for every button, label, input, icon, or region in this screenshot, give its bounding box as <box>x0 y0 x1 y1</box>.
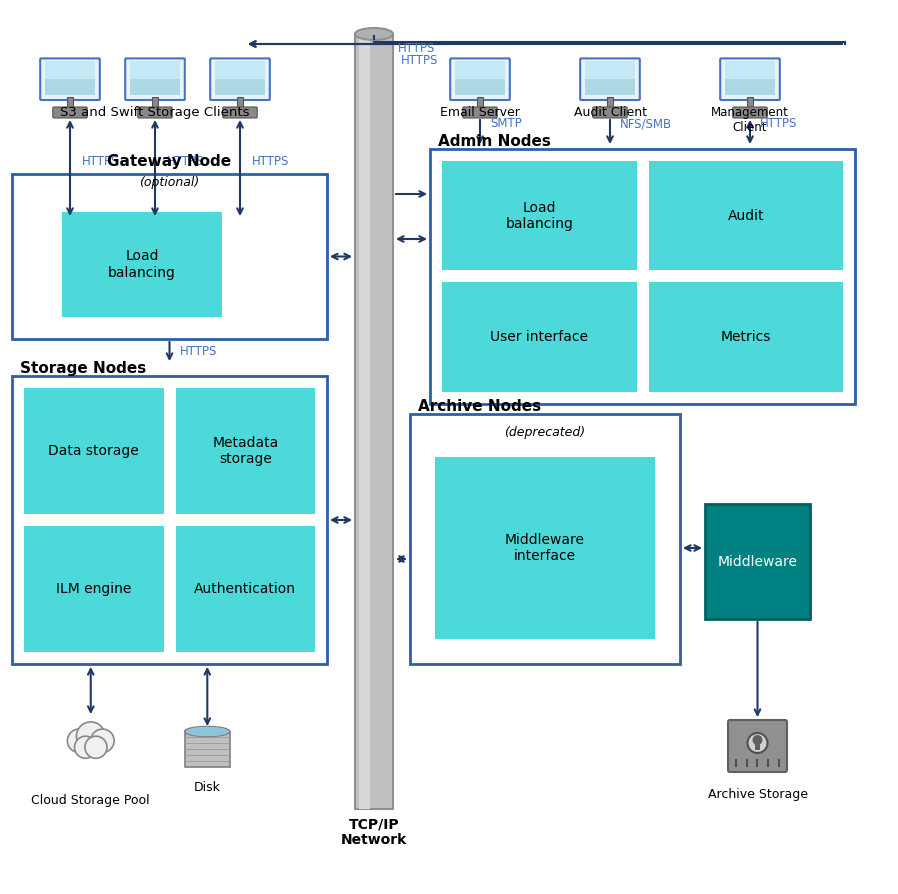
FancyBboxPatch shape <box>210 58 269 100</box>
FancyBboxPatch shape <box>585 63 635 95</box>
Text: S3 and Swift Storage Clients: S3 and Swift Storage Clients <box>60 106 250 119</box>
FancyBboxPatch shape <box>720 58 779 100</box>
FancyBboxPatch shape <box>175 526 315 652</box>
FancyBboxPatch shape <box>67 97 73 109</box>
Text: Email Server: Email Server <box>440 106 520 119</box>
Text: Archive Storage: Archive Storage <box>708 788 807 801</box>
Text: HTTPS: HTTPS <box>401 54 438 67</box>
Text: Middleware: Middleware <box>718 554 797 569</box>
Text: Gateway Node: Gateway Node <box>108 154 232 169</box>
Circle shape <box>753 735 762 745</box>
FancyBboxPatch shape <box>24 388 163 514</box>
Circle shape <box>75 736 97 758</box>
Text: Middleware
interface: Middleware interface <box>505 533 585 563</box>
FancyBboxPatch shape <box>137 107 172 118</box>
FancyBboxPatch shape <box>125 58 185 100</box>
Text: Cloud Storage Pool: Cloud Storage Pool <box>31 794 150 807</box>
FancyBboxPatch shape <box>62 212 222 317</box>
FancyBboxPatch shape <box>755 742 760 750</box>
Circle shape <box>747 733 768 753</box>
FancyBboxPatch shape <box>12 174 327 339</box>
FancyBboxPatch shape <box>53 107 87 118</box>
FancyBboxPatch shape <box>607 97 613 109</box>
Circle shape <box>76 721 105 750</box>
Text: Audit: Audit <box>727 209 764 223</box>
FancyBboxPatch shape <box>450 58 510 100</box>
FancyBboxPatch shape <box>442 161 637 271</box>
FancyBboxPatch shape <box>747 97 753 109</box>
Text: Audit Client: Audit Client <box>574 106 647 119</box>
Circle shape <box>91 729 114 753</box>
FancyBboxPatch shape <box>477 97 483 109</box>
Text: HTTPS: HTTPS <box>167 155 205 168</box>
Text: Disk: Disk <box>194 781 221 794</box>
FancyBboxPatch shape <box>430 149 855 404</box>
Text: HTTPS: HTTPS <box>180 345 217 358</box>
FancyBboxPatch shape <box>45 63 95 95</box>
FancyBboxPatch shape <box>726 62 775 80</box>
FancyBboxPatch shape <box>175 388 315 514</box>
Text: Storage Nodes: Storage Nodes <box>20 361 146 376</box>
FancyBboxPatch shape <box>580 58 639 100</box>
FancyBboxPatch shape <box>435 457 655 639</box>
Text: SMTP: SMTP <box>490 117 522 131</box>
Text: Load
balancing: Load balancing <box>506 200 573 231</box>
Text: TCP/IP
Network: TCP/IP Network <box>341 817 407 848</box>
Text: User interface: User interface <box>490 330 588 344</box>
Circle shape <box>85 736 107 758</box>
Circle shape <box>67 729 91 753</box>
FancyBboxPatch shape <box>728 720 787 772</box>
FancyBboxPatch shape <box>455 63 505 95</box>
Ellipse shape <box>355 28 393 40</box>
FancyBboxPatch shape <box>648 161 843 271</box>
Ellipse shape <box>186 727 229 737</box>
FancyBboxPatch shape <box>45 62 95 80</box>
FancyBboxPatch shape <box>185 731 230 766</box>
FancyBboxPatch shape <box>216 63 265 95</box>
Ellipse shape <box>185 727 230 737</box>
FancyBboxPatch shape <box>359 34 370 809</box>
FancyBboxPatch shape <box>593 107 627 118</box>
FancyBboxPatch shape <box>462 107 497 118</box>
Text: ILM engine: ILM engine <box>56 582 131 596</box>
FancyBboxPatch shape <box>12 376 327 664</box>
FancyBboxPatch shape <box>152 97 158 109</box>
Text: HTTPS: HTTPS <box>252 155 289 168</box>
FancyBboxPatch shape <box>237 97 243 109</box>
FancyBboxPatch shape <box>410 414 680 664</box>
FancyBboxPatch shape <box>726 63 775 95</box>
FancyBboxPatch shape <box>733 107 767 118</box>
Text: Management
Client: Management Client <box>711 106 789 134</box>
Text: Authentication: Authentication <box>194 582 296 596</box>
FancyBboxPatch shape <box>40 58 100 100</box>
Text: (deprecated): (deprecated) <box>505 426 585 439</box>
FancyBboxPatch shape <box>24 526 163 652</box>
Text: Data storage: Data storage <box>48 444 139 458</box>
Text: NFS/SMB: NFS/SMB <box>620 117 672 131</box>
Text: Admin Nodes: Admin Nodes <box>438 134 550 149</box>
FancyBboxPatch shape <box>705 504 810 619</box>
Text: Metadata
storage: Metadata storage <box>212 436 278 466</box>
FancyBboxPatch shape <box>585 62 635 80</box>
Text: HTTPS: HTTPS <box>760 117 797 131</box>
Text: (optional): (optional) <box>139 176 199 189</box>
FancyBboxPatch shape <box>648 283 843 392</box>
FancyBboxPatch shape <box>216 62 265 80</box>
FancyBboxPatch shape <box>442 283 637 392</box>
Text: HTTPS: HTTPS <box>398 43 436 55</box>
FancyBboxPatch shape <box>223 107 257 118</box>
Text: Archive Nodes: Archive Nodes <box>418 399 541 414</box>
FancyBboxPatch shape <box>130 62 180 80</box>
FancyBboxPatch shape <box>130 63 180 95</box>
FancyBboxPatch shape <box>455 62 505 80</box>
Text: Load
balancing: Load balancing <box>108 249 176 280</box>
Text: HTTPS: HTTPS <box>82 155 119 168</box>
FancyBboxPatch shape <box>355 34 393 809</box>
Text: Metrics: Metrics <box>720 330 771 344</box>
